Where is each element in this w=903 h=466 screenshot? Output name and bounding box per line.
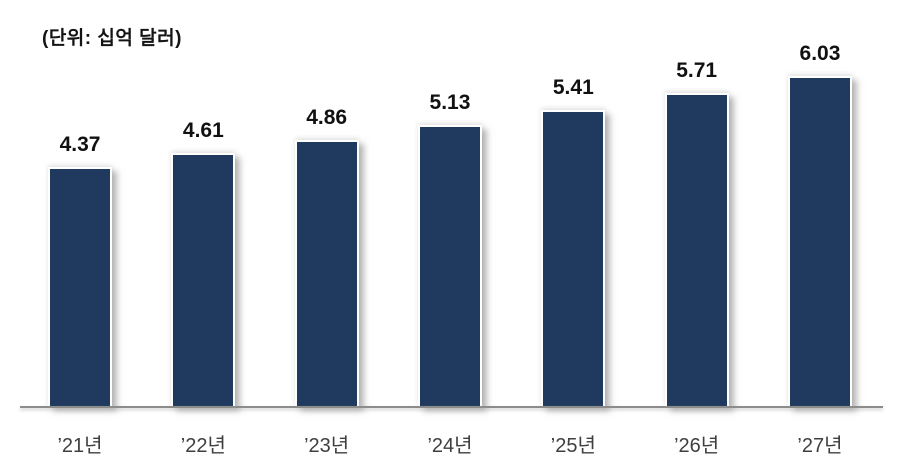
bar bbox=[294, 140, 359, 407]
x-tick-label: ’26년 bbox=[674, 435, 720, 457]
x-tick-label: ’25년 bbox=[550, 435, 596, 457]
bar-fill bbox=[543, 112, 604, 407]
bar-fill bbox=[173, 155, 234, 407]
bar-fill bbox=[419, 127, 480, 407]
bar bbox=[664, 93, 729, 407]
bar-fill bbox=[50, 169, 110, 407]
bar-fill bbox=[296, 142, 357, 407]
bar bbox=[48, 167, 112, 407]
bar-fill bbox=[789, 78, 850, 407]
x-tick-label: ’23년 bbox=[304, 435, 350, 457]
bar bbox=[787, 76, 852, 407]
bar-value-label: 5.13 bbox=[429, 91, 471, 114]
bar-value-label: 5.41 bbox=[552, 76, 594, 99]
bar bbox=[541, 110, 606, 407]
bar-value-label: 4.61 bbox=[182, 119, 224, 142]
x-tick-label: ’21년 bbox=[57, 435, 103, 457]
x-tick-label: ’27년 bbox=[797, 435, 843, 457]
bar-value-label: 4.86 bbox=[306, 106, 348, 129]
x-tick-label: ’22년 bbox=[180, 435, 226, 457]
bar-fill bbox=[666, 95, 727, 407]
bar bbox=[417, 125, 482, 407]
bar-value-label: 6.03 bbox=[799, 42, 841, 65]
bar-value-label: 4.37 bbox=[59, 133, 101, 156]
unit-label: (단위: 십억 달러) bbox=[42, 28, 182, 49]
bar-value-label: 5.71 bbox=[676, 59, 718, 82]
x-tick-label: ’24년 bbox=[427, 435, 473, 457]
bar bbox=[171, 153, 236, 407]
x-axis-line bbox=[20, 406, 883, 408]
